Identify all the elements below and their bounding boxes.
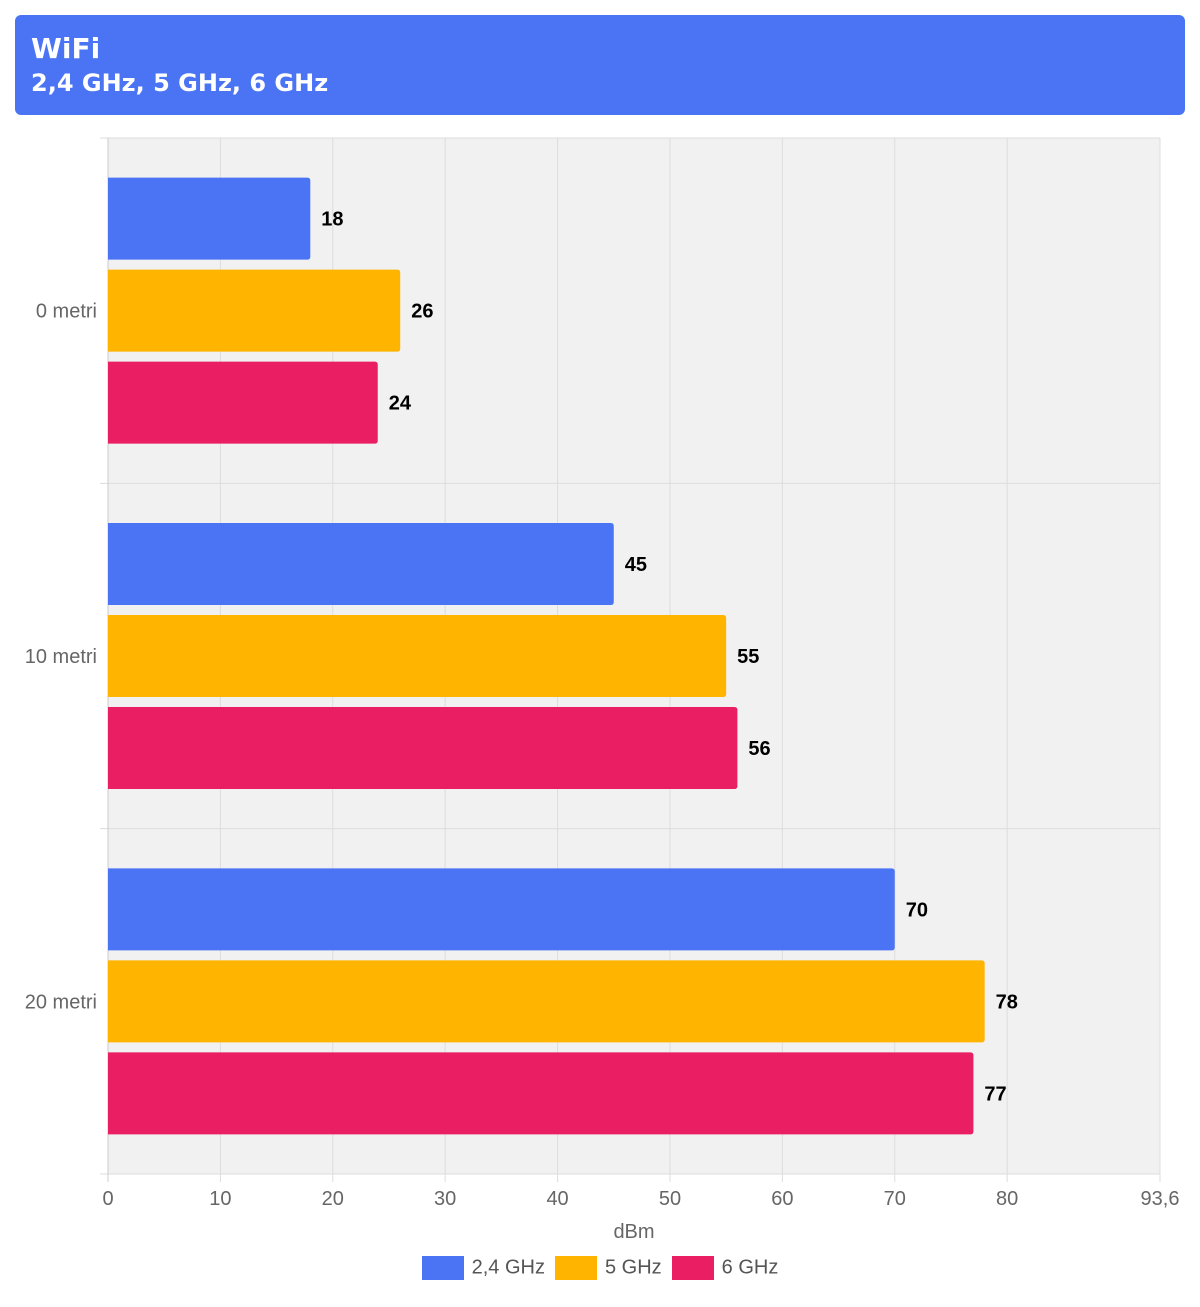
legend-swatch	[671, 1256, 714, 1280]
bar[interactable]	[108, 707, 738, 789]
legend: 2,4 GHz 5 GHz 6 GHz	[0, 1256, 1200, 1280]
x-tick-label: 60	[771, 1188, 793, 1210]
y-category-label: 20 metri	[25, 991, 97, 1013]
tick-labels: 0 10 20 30 40 50 60 70 80 93,6	[102, 1188, 1179, 1210]
y-category-label: 0 metri	[36, 301, 97, 323]
legend-item-6ghz[interactable]: 6 GHz	[671, 1256, 779, 1280]
y-category-label: 10 metri	[25, 646, 97, 668]
bar[interactable]	[108, 1052, 974, 1135]
chart-subtitle: 2,4 GHz, 5 GHz, 6 GHz	[31, 69, 329, 97]
x-tick-label: 93,6	[1141, 1188, 1180, 1210]
x-tick-label: 10	[209, 1188, 231, 1210]
category-labels: 0 metri 10 metri 20 metri	[25, 301, 97, 1014]
bar-value-label: 77	[984, 1083, 1006, 1105]
bar-value-label: 56	[748, 738, 770, 760]
chart-header: WiFi 2,4 GHz, 5 GHz, 6 GHz	[15, 15, 1185, 115]
legend-item-5ghz[interactable]: 5 GHz	[554, 1256, 662, 1280]
x-tick-label: 0	[102, 1188, 113, 1210]
bars	[108, 177, 985, 1135]
chart-title: WiFi	[31, 32, 101, 65]
x-tick-label: 50	[659, 1188, 681, 1210]
bar-value-label: 45	[625, 554, 647, 576]
legend-label: 6 GHz	[721, 1256, 779, 1279]
x-tick-label: 20	[322, 1188, 344, 1210]
bar-value-label: 26	[411, 301, 433, 323]
bar[interactable]	[108, 868, 895, 951]
bar[interactable]	[108, 361, 378, 444]
bar[interactable]	[108, 269, 401, 352]
x-tick-label: 30	[434, 1188, 456, 1210]
bar-value-label: 24	[389, 393, 412, 415]
value-labels: 18 26 24 45 55 56 70 78 77	[321, 209, 1018, 1106]
bar[interactable]	[108, 615, 727, 697]
legend-label: 2,4 GHz	[471, 1256, 545, 1279]
x-axis-label: dBm	[613, 1221, 654, 1243]
x-tick-label: 40	[546, 1188, 568, 1210]
bar-value-label: 55	[737, 646, 759, 668]
bar-value-label: 78	[996, 991, 1018, 1013]
legend-item-24ghz[interactable]: 2,4 GHz	[421, 1256, 545, 1280]
bar-value-label: 18	[321, 209, 343, 231]
bar-value-label: 70	[906, 899, 928, 921]
bar-chart: 18 26 24 45 55 56 70 78 77 0 metri 10 metri 20 met…	[25, 137, 1179, 1243]
bar[interactable]	[108, 177, 311, 260]
bar[interactable]	[108, 523, 614, 605]
x-tick-label: 70	[884, 1188, 906, 1210]
x-tick-label: 80	[996, 1188, 1018, 1210]
bar[interactable]	[108, 960, 985, 1043]
legend-swatch	[554, 1256, 597, 1280]
legend-swatch	[421, 1256, 464, 1280]
legend-label: 5 GHz	[604, 1256, 662, 1279]
